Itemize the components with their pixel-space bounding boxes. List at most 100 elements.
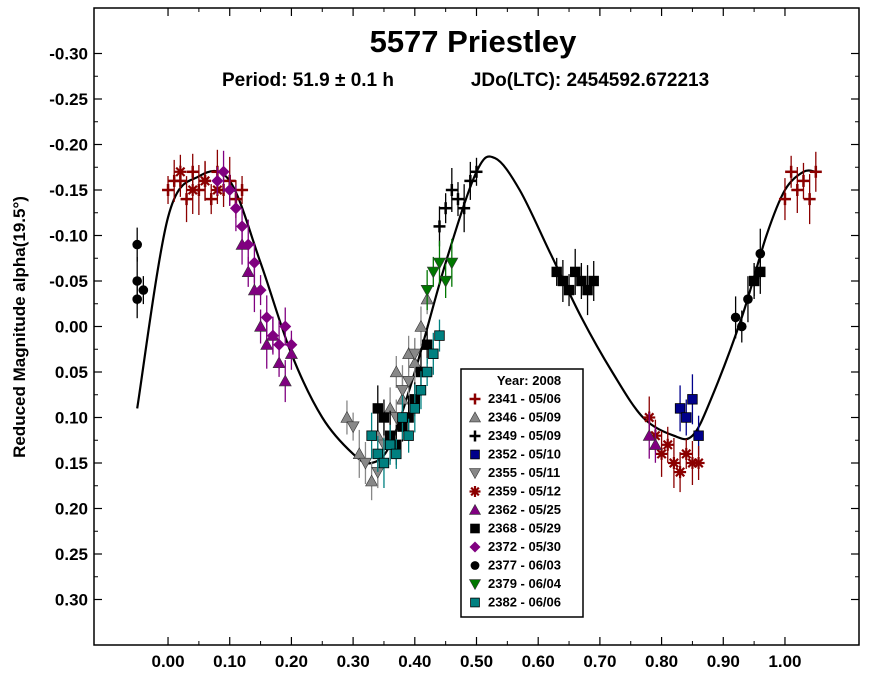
- data-point: [421, 366, 433, 378]
- data-point: [365, 474, 379, 487]
- y-tick-label: -0.10: [49, 227, 88, 246]
- data-point: [588, 275, 599, 287]
- data-point: [736, 321, 747, 332]
- y-tick-label: 0.15: [55, 454, 88, 473]
- x-tick-label: 0.60: [522, 652, 555, 671]
- data-point: [199, 174, 212, 187]
- data-point: [260, 311, 273, 324]
- data-point: [384, 439, 396, 451]
- legend-marker: [469, 541, 481, 553]
- data-point: [458, 202, 471, 215]
- legend-label: 2368 - 05/29: [488, 521, 561, 536]
- data-point: [217, 165, 230, 178]
- series-9: [132, 227, 766, 343]
- data-point: [693, 430, 704, 441]
- data-points-layer: [132, 149, 822, 501]
- y-tick-label: -0.05: [49, 272, 88, 291]
- data-point: [432, 257, 446, 270]
- legend-marker: [470, 449, 480, 460]
- legend-marker: [470, 561, 480, 570]
- data-point: [687, 394, 698, 405]
- legend-label: 2355 - 05/11: [488, 465, 560, 480]
- data-point: [648, 438, 662, 450]
- y-tick-label: 0.00: [55, 318, 88, 337]
- legend-marker: [470, 523, 480, 534]
- data-point: [692, 457, 705, 469]
- legend-marker: [468, 468, 482, 480]
- legend-title: Year: 2008: [497, 373, 561, 388]
- axes-layer: 0.00 0.10 0.20 0.30 0.40 0.50 0.60 0.70 0.80 0.90…: [49, 8, 859, 671]
- data-point: [582, 284, 593, 296]
- data-point: [680, 447, 693, 460]
- fit-curve-layer: [136, 155, 816, 465]
- data-point: [661, 438, 674, 451]
- x-tick-label: 0.30: [337, 652, 370, 671]
- data-point: [372, 448, 383, 460]
- data-point: [730, 312, 741, 323]
- data-point: [451, 193, 464, 206]
- data-point: [229, 202, 242, 215]
- data-point: [211, 174, 224, 187]
- y-tick-label: 0.05: [55, 363, 88, 382]
- x-tick-label: 0.40: [398, 652, 431, 671]
- data-point: [352, 447, 366, 460]
- legend-item: 2341 - 05/06: [469, 391, 561, 406]
- data-point: [254, 284, 267, 297]
- data-point: [785, 165, 798, 178]
- data-point: [205, 193, 218, 206]
- data-point: [174, 165, 187, 178]
- legend-item: 2359 - 05/12: [469, 484, 561, 499]
- data-point: [366, 430, 377, 441]
- y-tick-label: 0.20: [55, 500, 88, 519]
- data-point: [674, 403, 686, 414]
- series-3: [674, 374, 704, 456]
- data-point: [278, 374, 292, 387]
- data-point: [254, 319, 268, 332]
- data-point: [162, 184, 175, 196]
- x-tick-label: 0.50: [460, 652, 493, 671]
- legend-box: [460, 368, 584, 618]
- data-point: [576, 275, 587, 287]
- series-8: [211, 150, 298, 369]
- data-point: [279, 320, 292, 333]
- y-tick-label: -0.30: [49, 45, 88, 64]
- data-point: [563, 284, 575, 296]
- legend-item: 2349 - 05/09: [469, 428, 561, 443]
- data-point: [414, 319, 428, 332]
- legend-label: 2372 - 05/30: [488, 539, 561, 554]
- data-point: [439, 202, 452, 215]
- data-point: [409, 403, 421, 414]
- legend-label: 2341 - 05/06: [488, 391, 561, 406]
- data-point: [138, 285, 149, 295]
- legend-label: 2346 - 05/09: [488, 410, 561, 425]
- legend-items: 2341 - 05/06 2346 - 05/09 2349 - 05/09 2352…: [468, 391, 562, 610]
- data-point: [223, 184, 236, 196]
- legend-marker: [468, 411, 482, 423]
- data-point: [464, 174, 477, 187]
- data-point: [408, 348, 422, 361]
- data-point: [378, 412, 390, 423]
- x-tick-label: 0.90: [707, 652, 740, 671]
- data-point: [241, 265, 255, 278]
- data-point: [389, 365, 403, 378]
- data-point: [340, 410, 354, 423]
- data-point: [809, 165, 822, 178]
- data-point: [346, 421, 360, 434]
- legend-item: 2352 - 05/10: [470, 447, 561, 462]
- chart-title: 5577 Priestley: [370, 24, 578, 59]
- data-point: [557, 275, 569, 287]
- data-point: [415, 384, 427, 396]
- data-point: [797, 174, 810, 187]
- x-tick-label: 0.10: [213, 652, 246, 671]
- legend-label: 2382 - 06/06: [488, 595, 561, 610]
- data-point: [791, 184, 804, 196]
- x-tick-label: 0.20: [275, 652, 308, 671]
- legend-item: 2346 - 05/09: [468, 410, 561, 425]
- chart-subtitle-period: Period: 51.9 ± 0.1 h: [222, 70, 394, 91]
- legend: Year: 2008 2341 - 05/06 2346 - 05/09 2349 …: [460, 368, 584, 618]
- legend-item: 2362 - 05/25: [468, 502, 561, 517]
- y-tick-label: -0.25: [49, 90, 88, 109]
- data-point: [236, 184, 249, 196]
- data-point: [428, 348, 439, 360]
